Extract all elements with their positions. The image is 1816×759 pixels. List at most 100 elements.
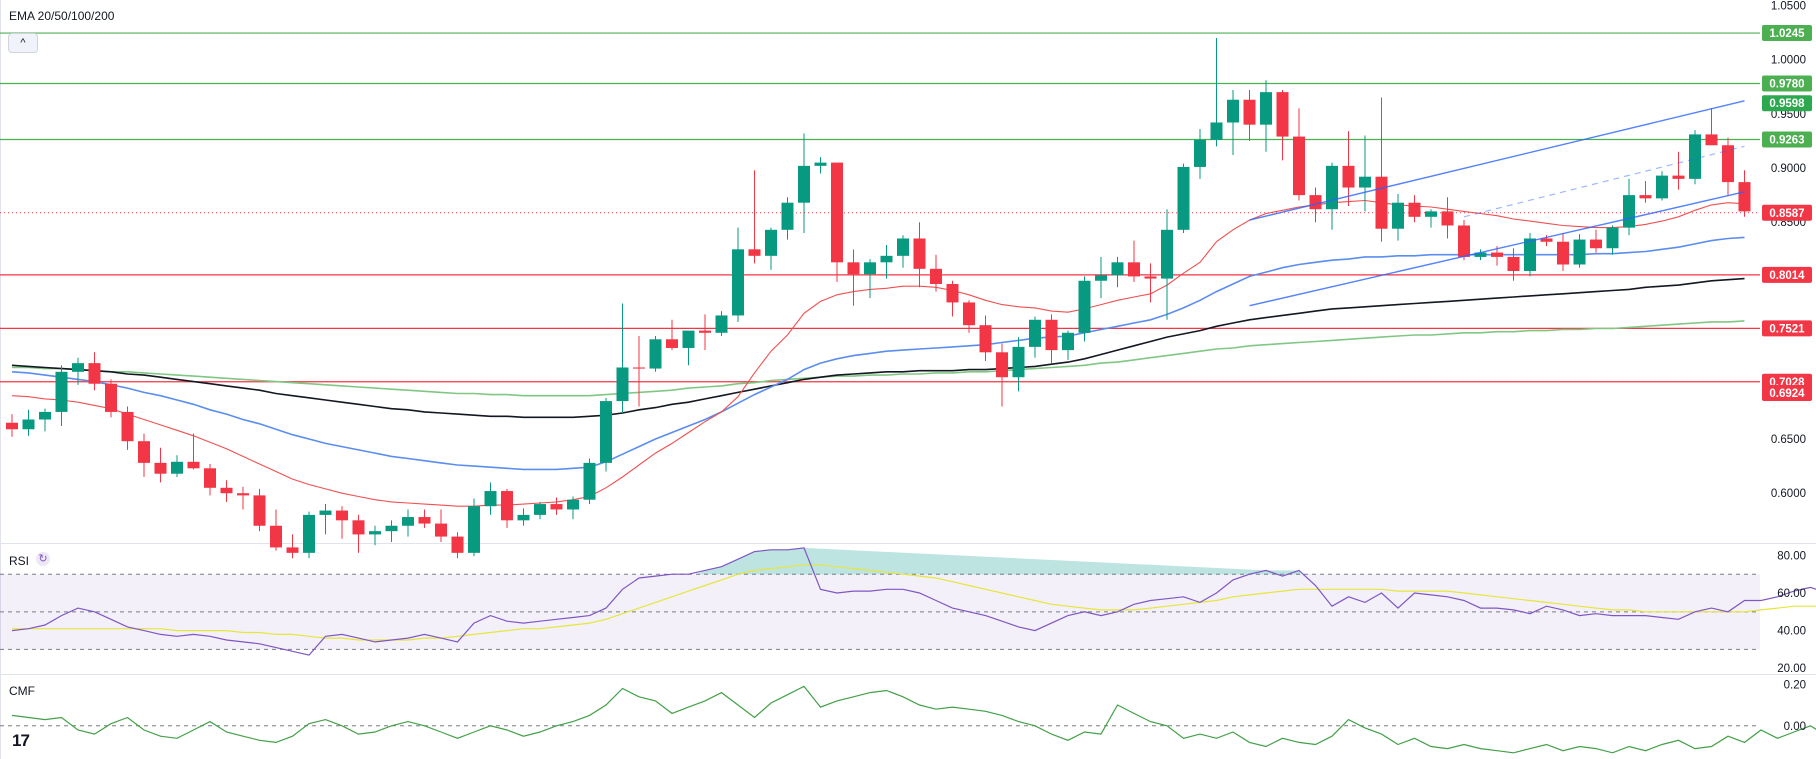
candle-body[interactable] — [913, 238, 926, 269]
rsi-pane[interactable] — [0, 547, 1816, 656]
candle-body[interactable] — [171, 461, 183, 474]
candle-body[interactable] — [1194, 139, 1206, 167]
candle-body[interactable] — [1210, 122, 1223, 140]
candle-body[interactable] — [682, 330, 695, 348]
candle-body[interactable] — [1705, 134, 1718, 146]
candle-body[interactable] — [666, 339, 678, 348]
candle-body[interactable] — [1557, 241, 1569, 265]
candle-body[interactable] — [1573, 239, 1586, 265]
candle-body[interactable] — [1128, 262, 1140, 277]
refresh-icon[interactable]: ↻ — [36, 552, 50, 566]
candle-body[interactable] — [897, 238, 909, 256]
candle-body[interactable] — [1491, 252, 1503, 257]
candle-body[interactable] — [22, 419, 35, 430]
candle-body[interactable] — [352, 520, 365, 535]
candle-body[interactable] — [1359, 176, 1371, 188]
price-label-badge[interactable]: 0.7521 — [1762, 320, 1812, 337]
candle-body[interactable] — [1260, 92, 1272, 125]
candle-body[interactable] — [501, 491, 513, 521]
candle-body[interactable] — [220, 487, 233, 494]
candle-body[interactable] — [253, 495, 266, 526]
candle-body[interactable] — [286, 547, 299, 553]
indicator-legend[interactable]: EMA 20/50/100/200 — [9, 9, 115, 23]
candle-body[interactable] — [1045, 319, 1058, 351]
candle-body[interactable] — [1012, 346, 1025, 378]
candle-body[interactable] — [814, 162, 827, 166]
candle-body[interactable] — [1095, 275, 1107, 281]
candle-body[interactable] — [1144, 276, 1157, 279]
candle-body[interactable] — [864, 262, 876, 275]
candle-body[interactable] — [534, 504, 546, 515]
candle-body[interactable] — [1738, 182, 1751, 212]
candle-body[interactable] — [1689, 134, 1701, 179]
candle-body[interactable] — [1606, 227, 1619, 249]
collapse-button[interactable]: ^ — [8, 33, 38, 53]
candle-body[interactable] — [187, 461, 200, 469]
candle-body[interactable] — [616, 367, 629, 402]
candle-body[interactable] — [715, 315, 728, 333]
candle-body[interactable] — [1276, 92, 1289, 137]
candle-body[interactable] — [1392, 202, 1404, 229]
candle-body[interactable] — [1375, 176, 1388, 229]
candle-body[interactable] — [270, 525, 282, 548]
candle-body[interactable] — [39, 411, 51, 420]
candle-body[interactable] — [1062, 332, 1074, 351]
candle-body[interactable] — [1474, 252, 1487, 257]
candle-body[interactable] — [1111, 262, 1124, 276]
candle-body[interactable] — [583, 462, 596, 500]
candle-body[interactable] — [72, 363, 84, 372]
channel-mid-line[interactable] — [1463, 145, 1745, 218]
price-label-badge[interactable]: 0.8587 — [1762, 204, 1812, 221]
channel-upper-line[interactable] — [1249, 100, 1745, 221]
price-label-badge[interactable]: 0.9263 — [1762, 131, 1812, 148]
candle-body[interactable] — [831, 162, 843, 263]
candle-body[interactable] — [1227, 99, 1239, 123]
candle-body[interactable] — [732, 249, 744, 316]
candle-body[interactable] — [567, 499, 579, 510]
candle-body[interactable] — [369, 531, 381, 535]
candle-body[interactable] — [402, 517, 414, 526]
candle-body[interactable] — [204, 468, 216, 488]
candle-body[interactable] — [121, 411, 134, 442]
candle-body[interactable] — [385, 525, 398, 532]
cmf-pane[interactable] — [0, 685, 1816, 754]
candle-body[interactable] — [1408, 202, 1421, 217]
price-label-badge[interactable]: 0.9598 — [1762, 95, 1812, 112]
candle-body[interactable] — [517, 514, 530, 521]
candle-body[interactable] — [303, 514, 315, 553]
candle-body[interactable] — [1590, 239, 1602, 249]
candle-body[interactable] — [748, 249, 761, 256]
tradingview-logo-icon[interactable]: 17 — [12, 731, 30, 750]
channel-lower-line[interactable] — [1249, 191, 1745, 307]
candle-body[interactable] — [237, 493, 249, 496]
candle-body[interactable] — [1656, 175, 1668, 199]
candle-body[interactable] — [1540, 238, 1553, 242]
candle-body[interactable] — [781, 202, 794, 230]
candle-body[interactable] — [1342, 165, 1355, 188]
candle-body[interactable] — [979, 325, 992, 353]
candle-body[interactable] — [319, 510, 332, 515]
candle-body[interactable] — [1458, 225, 1470, 257]
candle-body[interactable] — [1078, 280, 1091, 333]
price-label-badge[interactable]: 0.6924 — [1762, 385, 1812, 402]
candle-body[interactable] — [1672, 175, 1685, 179]
candle-body[interactable] — [88, 363, 101, 384]
price-axis[interactable]: 1.05001.00000.95000.90000.85000.80000.75… — [1762, 0, 1812, 733]
candle-body[interactable] — [1177, 166, 1190, 230]
candle-body[interactable] — [1524, 238, 1536, 271]
candle-body[interactable] — [1309, 195, 1322, 210]
candle-body[interactable] — [451, 536, 464, 553]
candle-body[interactable] — [1722, 145, 1734, 183]
candle-body[interactable] — [1623, 195, 1635, 228]
candle-body[interactable] — [6, 422, 18, 430]
price-label-badge[interactable]: 1.0245 — [1762, 25, 1812, 42]
main-pane[interactable] — [0, 32, 1760, 559]
candle-body[interactable] — [930, 268, 942, 285]
candle-body[interactable] — [633, 367, 645, 369]
candle-body[interactable] — [1507, 256, 1520, 271]
candle-body[interactable] — [484, 491, 497, 507]
candle-body[interactable] — [996, 352, 1008, 378]
candle-body[interactable] — [468, 506, 480, 553]
candle-body[interactable] — [798, 165, 810, 203]
